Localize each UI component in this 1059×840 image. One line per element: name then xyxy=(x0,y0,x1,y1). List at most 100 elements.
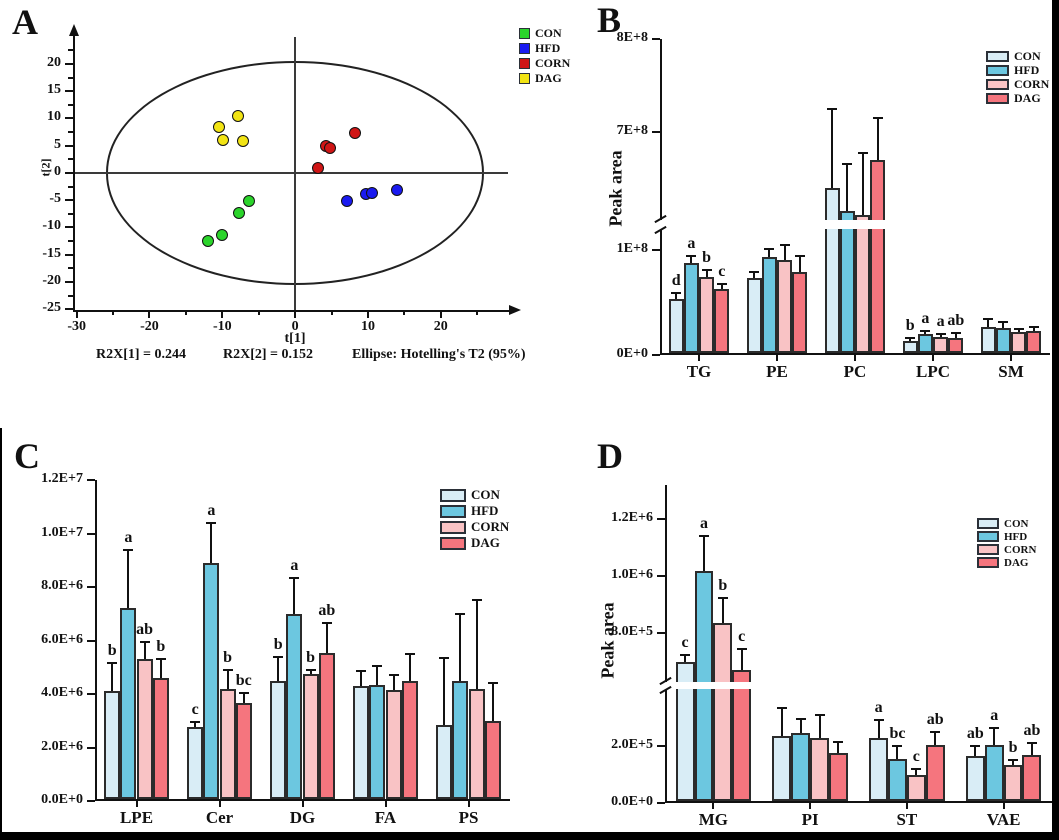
bar-VAE-DAG xyxy=(1022,754,1042,801)
bar-TG-CON xyxy=(668,299,684,353)
x-tick-label: 10 xyxy=(360,319,375,334)
legend-label-CON: CON xyxy=(471,487,500,502)
legend-label-DAG: DAG xyxy=(1014,90,1041,105)
legend-swatch-CON xyxy=(440,488,466,502)
error-cap-TG-HFD xyxy=(686,254,697,257)
panel-a-ylabel: t[2] xyxy=(38,158,53,177)
error-cap-PC-DAG xyxy=(872,116,883,119)
bar-Cer-CORN xyxy=(219,688,236,799)
point-CORN-0 xyxy=(348,126,361,139)
sig-letter-TG-CORN: b xyxy=(702,248,712,266)
error-cap-PE-HFD xyxy=(764,247,775,250)
bar-MG-DAG xyxy=(732,670,752,801)
legend-item-DAG: DAG xyxy=(977,556,1036,569)
y-tick xyxy=(87,746,95,749)
error-bar-DG-DAG xyxy=(325,623,328,653)
x-tick-label: 0 xyxy=(291,319,299,334)
sig-letter-Cer-CORN: b xyxy=(223,648,233,666)
x-axis-line xyxy=(665,801,1052,803)
error-cap-Cer-CON xyxy=(190,721,201,724)
legend-item-CON: CON xyxy=(440,487,509,503)
sig-letter-ST-HFD: bc xyxy=(889,725,906,743)
panel-b-ylabel: Peak area xyxy=(605,150,626,227)
y-tick xyxy=(652,248,660,251)
error-cap-LPC-CON xyxy=(905,336,916,339)
bar-LPE-CORN xyxy=(136,659,153,799)
y-minor-tick xyxy=(68,158,73,161)
error-bar-LPE-CON xyxy=(111,663,114,692)
sig-letter-LPC-CON: b xyxy=(905,316,915,334)
category-label-TG: TG xyxy=(686,362,712,381)
bar-SM-HFD xyxy=(995,327,1011,353)
bar-VAE-CON xyxy=(965,756,985,801)
sig-letter-ST-CON: a xyxy=(874,699,883,717)
y-minor-tick xyxy=(68,49,73,52)
panel-a-annotation-ellipse: Ellipse: Hotelling's T2 (95%) xyxy=(352,347,526,362)
point-HFD-0 xyxy=(340,194,353,207)
x-tick xyxy=(75,310,78,318)
sig-letter-LPE-HFD: a xyxy=(124,528,133,546)
error-bar-TG-HFD xyxy=(690,255,693,264)
x-tick-VAE xyxy=(1002,803,1005,809)
error-cap-VAE-DAG xyxy=(1026,742,1037,745)
error-cap-PI-DAG xyxy=(833,740,844,743)
error-bar-ST-CORN xyxy=(915,768,918,775)
x-tick-label: -30 xyxy=(67,319,86,334)
error-bar-MG-CON xyxy=(684,654,687,662)
point-DAG-1 xyxy=(213,121,226,134)
error-cap-SM-DAG xyxy=(1028,325,1039,328)
error-bar-DG-CON xyxy=(277,656,280,681)
figure-border-left xyxy=(0,428,2,832)
bar-TG-DAG xyxy=(714,288,730,353)
x-tick-PS xyxy=(467,801,470,807)
y-axis-line xyxy=(73,35,75,312)
category-label-FA: FA xyxy=(374,808,397,827)
bar-FA-DAG xyxy=(401,680,418,799)
sig-letter-LPE-CORN: ab xyxy=(136,620,154,638)
x-axis-line xyxy=(660,353,1050,355)
error-bar-LPE-CORN xyxy=(143,641,146,660)
error-bar-MG-CORN xyxy=(721,597,724,624)
y-tick xyxy=(652,354,660,356)
panel-a-annotation-r2x2: R2X[2] = 0.152 xyxy=(223,347,314,362)
category-label-DG: DG xyxy=(289,808,316,827)
y-tick-label: 0E+0 xyxy=(616,346,648,361)
error-cap-PC-CORN xyxy=(857,152,868,155)
bar-LPE-DAG xyxy=(152,677,169,799)
bar-LPC-DAG xyxy=(948,338,964,353)
error-bar-TG-CON xyxy=(675,292,678,300)
bar-PI-DAG xyxy=(828,753,848,801)
bar-MG-CON xyxy=(675,661,695,801)
error-bar-FA-CON xyxy=(360,671,363,686)
error-cap-MG-CORN xyxy=(717,596,728,599)
bar-PI-CON xyxy=(772,736,792,801)
bar-DG-CON xyxy=(270,680,287,799)
y-tick-label: 8E+8 xyxy=(616,30,648,45)
y-tick-label: -10 xyxy=(42,218,61,234)
y-tick xyxy=(657,575,665,578)
y-tick xyxy=(87,532,95,535)
x-tick-SM xyxy=(1010,355,1012,361)
y-tick xyxy=(657,518,665,521)
x-tick-Cer xyxy=(218,801,221,807)
legend-label-HFD: HFD xyxy=(535,41,561,55)
error-bar-PC-CORN xyxy=(861,153,864,216)
y-tick xyxy=(657,745,665,748)
y-tick-label: -5 xyxy=(49,191,61,207)
error-bar-PS-HFD xyxy=(459,613,462,681)
point-CON-2 xyxy=(215,228,228,241)
error-cap-LPE-CON xyxy=(107,662,118,665)
point-DAG-3 xyxy=(236,134,249,147)
bar-Cer-HFD xyxy=(203,562,220,799)
y-tick-label: -15 xyxy=(42,245,61,261)
legend-swatch-CON xyxy=(977,518,999,529)
y-tick-label: 2.0E+5 xyxy=(611,737,653,753)
y-tick-label: 1.2E+7 xyxy=(41,471,83,486)
y-tick-label: 0.0E+0 xyxy=(611,794,653,809)
bar-Cer-DAG xyxy=(235,703,252,799)
error-bar-PE-CON xyxy=(753,271,756,279)
bar-SM-DAG xyxy=(1026,330,1042,353)
error-bar-ST-CON xyxy=(877,720,880,738)
y-tick-label: 8.0E+6 xyxy=(41,578,83,593)
error-bar-Cer-DAG xyxy=(242,692,245,704)
